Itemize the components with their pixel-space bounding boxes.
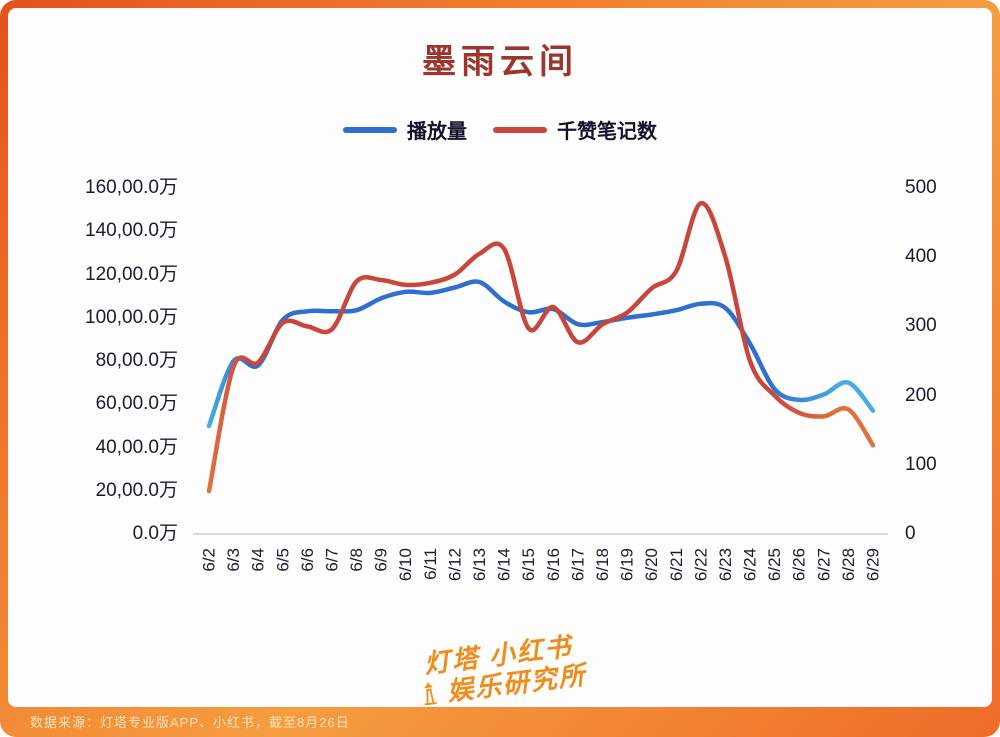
y-axis-left: 160,00.0万 140,00.0万 120,00.0万 100,00.0万 80,0… xyxy=(8,177,178,545)
y-axis-tick-label-right: 300 xyxy=(905,315,937,337)
x-axis-label: 6/26 xyxy=(790,548,809,581)
y-axis-right: 500 400 300 200 100 0 xyxy=(905,177,975,545)
x-axis-label: 6/29 xyxy=(864,548,883,581)
chart-area: 160,00.0万 140,00.0万 120,00.0万 100,00.0万 80,0… xyxy=(8,156,992,616)
x-axis-label: 6/22 xyxy=(691,548,710,581)
y-axis-tick-label-left: 140,00.0万 xyxy=(85,220,178,242)
x-axis-label: 6/7 xyxy=(322,548,341,572)
x-axis-label: 6/25 xyxy=(765,548,784,581)
chart-plot: 6/2 6/3 6/4 6/5 6/6 6/7 6/8 6/9 6/10 6/11 6/12 6/13… xyxy=(193,200,888,581)
x-axis-label: 6/5 xyxy=(273,548,292,572)
x-axis-label: 6/19 xyxy=(618,548,637,581)
source-note: 数据来源：灯塔专业版APP、小红书，截至8月26日 xyxy=(30,715,350,730)
x-axis-label: 6/4 xyxy=(249,548,268,572)
y-axis-tick-label-right: 200 xyxy=(905,384,937,406)
x-axis-label: 6/3 xyxy=(224,548,243,572)
x-axis-label: 6/28 xyxy=(839,548,858,581)
page-title: 墨雨云间 xyxy=(422,43,578,81)
legend-label-playcount: 播放量 xyxy=(407,121,467,143)
y-axis-tick-label-right: 500 xyxy=(905,177,937,198)
y-axis-tick-label-left: 100,00.0万 xyxy=(85,306,178,328)
x-axis-label: 6/15 xyxy=(519,548,538,581)
x-axis-label: 6/2 xyxy=(200,548,219,572)
y-axis-tick-label-right: 100 xyxy=(905,453,937,475)
x-axis-label: 6/21 xyxy=(667,548,686,581)
x-axis-label: 6/11 xyxy=(421,548,440,580)
x-axis-label: 6/20 xyxy=(642,548,661,581)
x-axis-label: 6/16 xyxy=(544,548,563,581)
x-axis-label: 6/12 xyxy=(445,548,464,581)
x-axis-label: 6/17 xyxy=(568,548,587,581)
y-axis-tick-label-left: 160,00.0万 xyxy=(85,177,178,198)
x-axis-label: 6/24 xyxy=(741,548,760,581)
y-axis-tick-label-right: 0 xyxy=(905,522,916,544)
y-axis-tick-label-left: 40,00.0万 xyxy=(95,436,178,458)
y-axis-tick-label-right: 400 xyxy=(905,246,937,268)
x-axis-label: 6/13 xyxy=(470,548,489,581)
watermark: 灯塔 小红书 娱乐研究所 xyxy=(8,580,992,707)
watermark-line2: 娱乐研究所 xyxy=(416,660,588,707)
x-axis-label: 6/27 xyxy=(814,548,833,581)
series-line-notes xyxy=(206,200,876,494)
series-line-playcount xyxy=(206,279,876,429)
x-axis-label: 6/8 xyxy=(347,548,366,572)
x-axis-label: 6/10 xyxy=(396,548,415,581)
lighthouse-icon xyxy=(424,682,437,706)
y-axis-tick-label-left: 80,00.0万 xyxy=(95,350,178,371)
x-axis-label: 6/14 xyxy=(495,548,514,581)
y-axis-tick-label-left: 0.0万 xyxy=(132,523,178,544)
legend-item-notes: 千赞笔记数 xyxy=(493,115,657,144)
x-axis-label: 6/6 xyxy=(298,548,317,572)
legend-swatch-notes xyxy=(493,126,547,133)
chart-card: 墨雨云间 播放量 千赞笔记数 160,00.0万 140,00.0万 120,00.… xyxy=(8,8,992,707)
legend-label-notes: 千赞笔记数 xyxy=(557,121,657,143)
x-axis-label: 6/9 xyxy=(372,548,391,572)
legend: 播放量 千赞笔记数 xyxy=(8,115,992,144)
x-axis-label: 6/18 xyxy=(593,548,612,581)
y-axis-tick-label-left: 60,00.0万 xyxy=(95,393,178,415)
y-axis-tick-label-left: 20,00.0万 xyxy=(95,479,178,501)
legend-swatch-playcount xyxy=(343,126,397,133)
y-axis-tick-label-left: 120,00.0万 xyxy=(85,263,178,285)
legend-item-playcount: 播放量 xyxy=(343,115,467,144)
x-axis-label: 6/23 xyxy=(716,548,735,581)
